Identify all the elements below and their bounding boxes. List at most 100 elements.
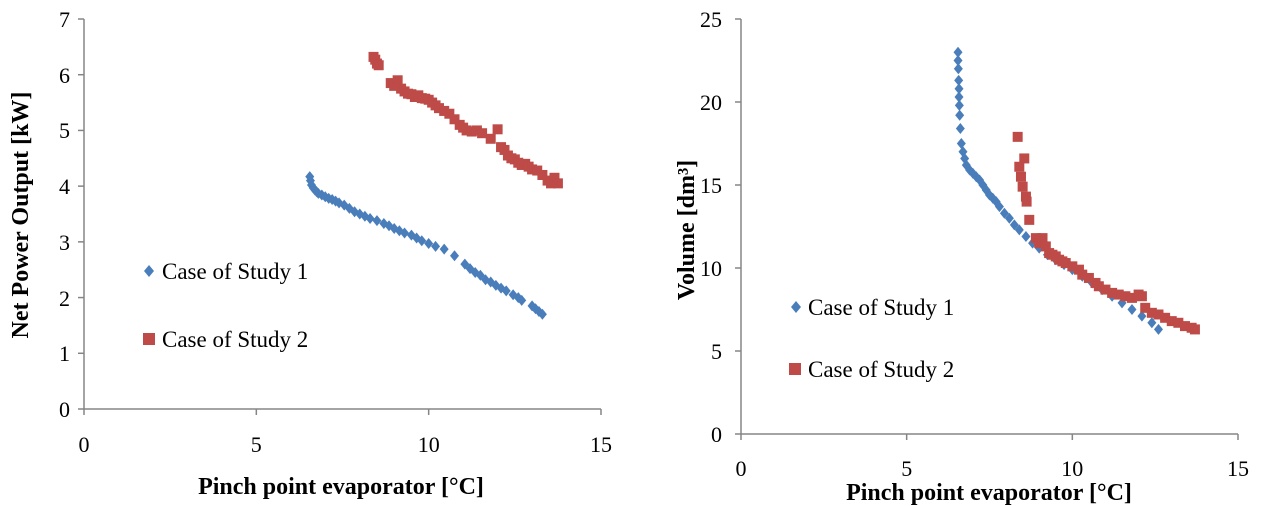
y-tick-label: 15 — [700, 173, 722, 198]
data-point-square — [546, 178, 557, 189]
data-point-square — [1083, 272, 1094, 283]
chart-net-power: 0 5 10 15 0 1 2 3 4 5 6 7 Pinch point ev… — [8, 7, 612, 500]
data-point-square — [392, 75, 403, 86]
y-tick-label: 7 — [59, 7, 70, 32]
data-point-square — [1019, 153, 1030, 164]
data-points — [305, 51, 563, 320]
x-tick-label: 5 — [901, 456, 912, 481]
data-point-diamond — [1014, 224, 1024, 236]
data-point-square — [549, 172, 560, 183]
data-point-square — [532, 165, 543, 176]
data-point-square — [1093, 281, 1104, 292]
data-point-square — [1160, 312, 1171, 323]
x-tick-label: 0 — [736, 456, 747, 481]
data-point-square — [1107, 287, 1118, 298]
x-tick-label: 5 — [251, 432, 262, 457]
data-point-diamond — [1127, 304, 1137, 315]
data-point-square — [1113, 289, 1124, 300]
data-point-square — [471, 125, 482, 136]
data-point-square — [1017, 181, 1028, 192]
data-point-diamond — [517, 294, 527, 306]
data-point-square — [1179, 321, 1190, 332]
data-point-diamond — [537, 308, 547, 320]
data-point-diamond — [994, 201, 1004, 213]
data-point-square — [1040, 241, 1051, 252]
data-point-diamond — [954, 83, 964, 95]
y-tick-label: 1 — [59, 341, 70, 366]
data-point-square — [389, 80, 400, 91]
legend-label: Case of Study 2 — [808, 357, 954, 382]
y-tick-labels: 0 5 10 15 20 25 — [700, 7, 722, 447]
data-point-diamond — [1153, 323, 1163, 335]
x-axis-title: Pinch point evaporator [°C] — [846, 480, 1132, 506]
data-point-square — [1120, 291, 1131, 302]
data-point-square — [485, 133, 496, 144]
data-point-square — [444, 108, 455, 119]
chart-volume: 0 5 10 15 0 5 10 15 20 25 Pinch point ev… — [674, 7, 1249, 506]
data-point-diamond — [953, 46, 963, 58]
data-point-diamond — [956, 138, 966, 149]
data-point-square — [499, 144, 510, 155]
data-point-square — [527, 164, 538, 175]
data-point-diamond — [1021, 230, 1031, 242]
data-point-square — [1014, 161, 1025, 172]
data-point-square — [439, 105, 450, 116]
data-point-square — [1015, 171, 1026, 182]
x-tick-label: 0 — [79, 432, 90, 457]
x-tick-marks — [740, 434, 1239, 440]
legend-marker-diamond — [791, 301, 801, 313]
y-tick-label: 4 — [59, 174, 70, 199]
legend: Case of Study 1 Case of Study 2 — [143, 259, 308, 352]
data-points — [953, 46, 1200, 335]
data-point-diamond — [424, 238, 434, 250]
data-point-diamond — [955, 109, 965, 121]
legend-label: Case of Study 1 — [808, 295, 954, 320]
data-point-square — [461, 125, 472, 136]
y-tick-label: 25 — [700, 7, 722, 32]
y-tick-label: 10 — [700, 256, 722, 281]
data-point-diamond — [501, 285, 511, 297]
x-tick-label: 15 — [590, 432, 612, 457]
x-tick-label: 10 — [1061, 456, 1083, 481]
data-point-square — [1021, 196, 1032, 207]
data-point-diamond — [417, 235, 427, 247]
legend-marker-square — [789, 363, 801, 375]
data-point-diamond — [431, 240, 441, 252]
y-tick-marks — [78, 18, 84, 410]
legend: Case of Study 1 Case of Study 2 — [789, 295, 954, 382]
y-tick-label: 6 — [59, 63, 70, 88]
y-tick-label: 0 — [59, 397, 70, 422]
data-point-diamond — [400, 227, 410, 239]
data-point-diamond — [954, 74, 964, 86]
data-point-square — [1136, 291, 1147, 302]
data-point-diamond — [954, 91, 964, 103]
legend-label: Case of Study 2 — [162, 327, 308, 352]
data-point-square — [477, 128, 488, 139]
data-point-square — [1077, 269, 1088, 280]
data-point-diamond — [1137, 310, 1147, 322]
data-point-diamond — [365, 212, 375, 224]
legend-marker-square — [143, 333, 155, 345]
data-point-square — [1012, 131, 1023, 142]
y-axis-title: Volume [dm³] — [674, 160, 700, 300]
data-point-square — [1173, 317, 1184, 328]
data-point-diamond — [999, 207, 1009, 219]
data-point-square — [1189, 324, 1200, 335]
data-point-square — [1067, 261, 1078, 272]
y-tick-marks — [735, 18, 741, 435]
y-tick-labels: 0 1 2 3 4 5 6 7 — [59, 7, 70, 422]
y-tick-label: 20 — [700, 90, 722, 115]
x-tick-labels: 0 5 10 15 — [736, 456, 1250, 481]
y-tick-label: 5 — [711, 339, 722, 364]
data-point-square — [434, 103, 445, 114]
data-point-square — [1126, 292, 1137, 303]
legend-label: Case of Study 1 — [162, 259, 308, 284]
y-tick-label: 5 — [59, 118, 70, 143]
data-point-diamond — [439, 243, 449, 255]
data-point-square — [1037, 233, 1048, 244]
data-point-square — [373, 60, 384, 71]
data-point-square — [1060, 258, 1071, 269]
data-point-square — [1100, 284, 1111, 295]
data-point-square — [537, 170, 548, 180]
